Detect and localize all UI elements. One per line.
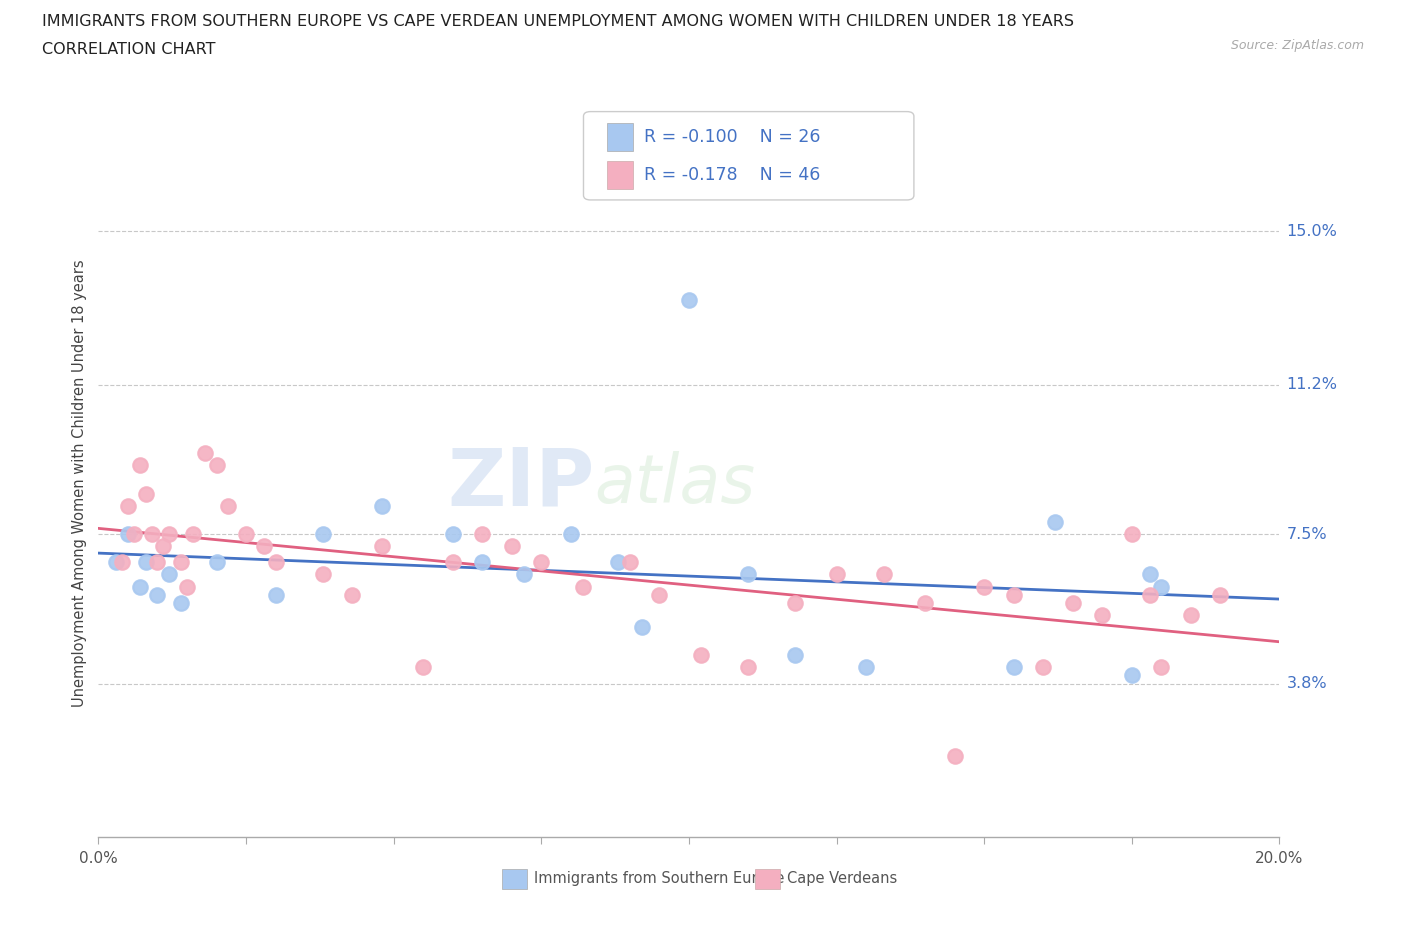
Point — [264, 555, 287, 570]
Point — [560, 526, 582, 541]
Point — [181, 526, 204, 541]
Point — [253, 538, 276, 553]
Point — [117, 498, 139, 513]
Point — [678, 292, 700, 307]
Point — [648, 587, 671, 602]
Text: ZIP: ZIP — [447, 445, 595, 523]
Point — [441, 526, 464, 541]
Point — [1139, 567, 1161, 582]
Point — [689, 648, 711, 663]
Text: IMMIGRANTS FROM SOUTHERN EUROPE VS CAPE VERDEAN UNEMPLOYMENT AMONG WOMEN WITH CH: IMMIGRANTS FROM SOUTHERN EUROPE VS CAPE … — [42, 14, 1074, 29]
Point — [176, 579, 198, 594]
Point — [1150, 579, 1173, 594]
Text: Immigrants from Southern Europe: Immigrants from Southern Europe — [534, 871, 785, 886]
Text: Cape Verdeans: Cape Verdeans — [787, 871, 897, 886]
Point — [825, 567, 848, 582]
Point — [471, 555, 494, 570]
Point — [157, 567, 180, 582]
Point — [135, 555, 157, 570]
Text: atlas: atlas — [595, 451, 755, 516]
Text: Source: ZipAtlas.com: Source: ZipAtlas.com — [1230, 39, 1364, 52]
Text: CORRELATION CHART: CORRELATION CHART — [42, 42, 215, 57]
Point — [1032, 660, 1054, 675]
Point — [342, 587, 364, 602]
Point — [737, 660, 759, 675]
Point — [264, 587, 287, 602]
Point — [571, 579, 593, 594]
Point — [194, 445, 217, 460]
Point — [170, 555, 193, 570]
Point — [1002, 587, 1025, 602]
Point — [607, 555, 630, 570]
Point — [170, 595, 193, 610]
Point — [501, 538, 523, 553]
Y-axis label: Unemployment Among Women with Children Under 18 years: Unemployment Among Women with Children U… — [72, 259, 87, 708]
Text: R = -0.100    N = 26: R = -0.100 N = 26 — [644, 127, 821, 146]
Point — [530, 555, 553, 570]
Point — [1150, 660, 1173, 675]
Point — [1091, 607, 1114, 622]
Point — [441, 555, 464, 570]
Point — [471, 526, 494, 541]
Text: R = -0.178    N = 46: R = -0.178 N = 46 — [644, 166, 820, 184]
Point — [630, 619, 652, 634]
Point — [105, 555, 128, 570]
Point — [141, 526, 163, 541]
Point — [512, 567, 534, 582]
Point — [873, 567, 896, 582]
Point — [737, 567, 759, 582]
Point — [146, 587, 169, 602]
Point — [135, 486, 157, 501]
Point — [943, 749, 966, 764]
Text: 7.5%: 7.5% — [1286, 526, 1327, 541]
Text: 15.0%: 15.0% — [1286, 224, 1337, 239]
Point — [117, 526, 139, 541]
Text: 11.2%: 11.2% — [1286, 378, 1337, 392]
Point — [217, 498, 239, 513]
Point — [1139, 587, 1161, 602]
Point — [1043, 514, 1066, 529]
Point — [371, 498, 394, 513]
Point — [122, 526, 145, 541]
Point — [312, 567, 335, 582]
Point — [235, 526, 257, 541]
Point — [157, 526, 180, 541]
Point — [1209, 587, 1232, 602]
Point — [1121, 668, 1143, 683]
Point — [146, 555, 169, 570]
Point — [785, 595, 807, 610]
Point — [1121, 526, 1143, 541]
Point — [412, 660, 434, 675]
Point — [1062, 595, 1084, 610]
Point — [371, 538, 394, 553]
Point — [1002, 660, 1025, 675]
Point — [152, 538, 174, 553]
Point — [205, 458, 228, 472]
Point — [205, 555, 228, 570]
Point — [128, 458, 150, 472]
Point — [855, 660, 877, 675]
Point — [312, 526, 335, 541]
Point — [1180, 607, 1202, 622]
Point — [973, 579, 995, 594]
Point — [111, 555, 134, 570]
Point — [785, 648, 807, 663]
Point — [914, 595, 936, 610]
Point — [619, 555, 641, 570]
Text: 3.8%: 3.8% — [1286, 676, 1327, 691]
Point — [128, 579, 150, 594]
